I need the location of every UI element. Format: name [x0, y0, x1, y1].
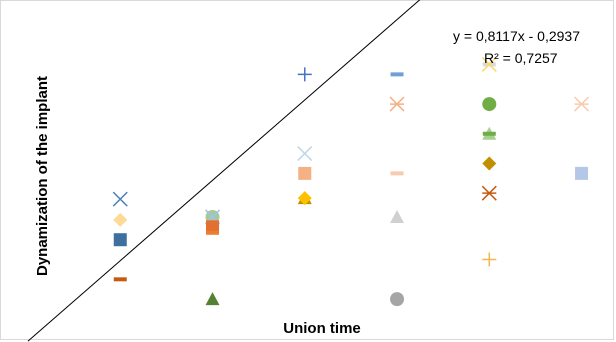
data-points [112, 56, 590, 307]
trendline-r-squared: R² = 0,7257 [484, 50, 558, 66]
y-axis-title: Dynamization of the implant [34, 76, 51, 276]
data-point-circle [482, 97, 497, 112]
data-point-plus [297, 67, 312, 82]
data-point-dash [390, 72, 404, 77]
data-point-asterisk [574, 96, 590, 112]
data-point-circle [390, 292, 405, 307]
data-point-square [113, 233, 127, 247]
data-point-asterisk [481, 185, 497, 201]
data-point-diamond [297, 191, 312, 206]
data-point-x-cross [481, 56, 497, 72]
data-point-dash [113, 277, 127, 282]
data-point-triangle [390, 209, 405, 223]
trendline-equation: y = 0,8117x - 0,2937 [453, 28, 580, 44]
data-point-triangle [205, 292, 220, 306]
data-point-dash [390, 171, 404, 176]
data-point-square [206, 220, 220, 234]
data-point-x-cross [297, 146, 313, 162]
data-point-dash [206, 230, 220, 235]
data-point-x-cross [112, 191, 128, 207]
data-point-square [575, 166, 589, 180]
data-point-diamond [482, 156, 497, 171]
data-point-dash [482, 131, 496, 136]
data-point-plus [482, 252, 497, 267]
trendline [27, 0, 421, 342]
x-axis-title: Union time [283, 320, 361, 337]
data-point-diamond [113, 212, 128, 227]
data-point-square [298, 166, 312, 180]
data-point-asterisk [389, 96, 405, 112]
